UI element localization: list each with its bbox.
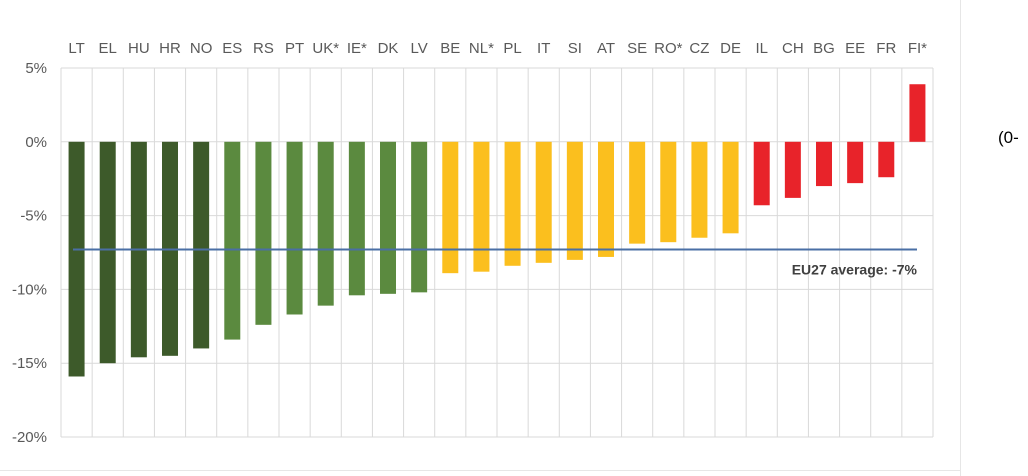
bar-pl xyxy=(504,141,521,266)
bar-bg xyxy=(816,141,832,187)
category-label: HR xyxy=(159,40,181,57)
category-label: LV xyxy=(411,40,428,57)
bar-pt xyxy=(286,141,303,315)
bar-cz xyxy=(691,141,708,238)
y-tick-label: -10% xyxy=(12,281,47,298)
category-label: NO xyxy=(190,40,213,57)
bar-rs xyxy=(255,141,272,325)
category-label: IE* xyxy=(347,40,367,57)
category-label: DK xyxy=(378,40,399,57)
bar-ie-star xyxy=(348,141,365,296)
bar-it xyxy=(535,141,552,263)
category-label: EE xyxy=(845,40,865,57)
category-label: FR xyxy=(876,40,896,57)
y-tick-label: -15% xyxy=(12,355,47,372)
bar-nl-star xyxy=(473,141,490,272)
category-label: LT xyxy=(68,40,84,57)
bar-lv xyxy=(411,141,428,293)
bar-de xyxy=(722,141,739,234)
category-label: DE xyxy=(720,40,741,57)
category-label: NL* xyxy=(469,40,494,57)
y-tick-label: -20% xyxy=(12,429,47,446)
bar-dk xyxy=(380,141,396,294)
frame-divider xyxy=(960,0,961,476)
category-label: HU xyxy=(128,40,150,57)
side-note-text: (0- xyxy=(998,128,1019,147)
reference-line-group: EU27 average: -7% xyxy=(73,248,918,278)
bar-si xyxy=(566,141,583,260)
y-tick-label: 0% xyxy=(25,134,47,151)
category-label: RO* xyxy=(654,40,683,57)
bar-ee xyxy=(847,141,864,184)
bar-es xyxy=(224,141,241,340)
category-label: SI xyxy=(568,40,582,57)
category-label: CZ xyxy=(689,40,709,57)
y-tick-label: -5% xyxy=(20,208,47,225)
bar-uk-star xyxy=(317,141,334,306)
y-tick-label: 5% xyxy=(25,60,47,77)
gridlines xyxy=(60,67,934,438)
category-label: UK* xyxy=(312,40,339,57)
category-label: PL xyxy=(503,40,521,57)
bar-be xyxy=(442,141,459,274)
eu27-average-label: EU27 average: -7% xyxy=(792,262,918,278)
y-axis-ticks: 5% 0% -5% -10% -15% -20% xyxy=(12,60,47,446)
category-label: BE xyxy=(440,40,460,57)
category-label: FI* xyxy=(908,40,927,57)
bar-at xyxy=(598,141,614,257)
bar-fi-star xyxy=(909,84,926,142)
bar-ch xyxy=(784,141,801,198)
bar-no xyxy=(193,141,210,349)
frame-bottom-divider xyxy=(0,470,961,471)
category-label: IL xyxy=(755,40,768,57)
category-label: RS xyxy=(253,40,274,57)
bar-se xyxy=(629,141,646,244)
bar-fr xyxy=(878,141,895,178)
category-label: ES xyxy=(222,40,242,57)
category-label: IT xyxy=(537,40,550,57)
bar-ro-star xyxy=(660,141,677,243)
category-label: PT xyxy=(285,40,304,57)
category-labels: LT EL HU HR NO ES RS PT UK* IE* DK LV BE NL* PL IT SI AT S… xyxy=(68,40,927,57)
category-label: CH xyxy=(782,40,804,57)
bars xyxy=(68,84,926,377)
bar-il xyxy=(753,141,770,206)
bar-lt xyxy=(68,141,85,377)
category-label: EL xyxy=(99,40,117,57)
category-label: AT xyxy=(597,40,615,57)
bar-el xyxy=(99,141,116,364)
category-label: SE xyxy=(627,40,647,57)
category-label: BG xyxy=(813,40,835,57)
